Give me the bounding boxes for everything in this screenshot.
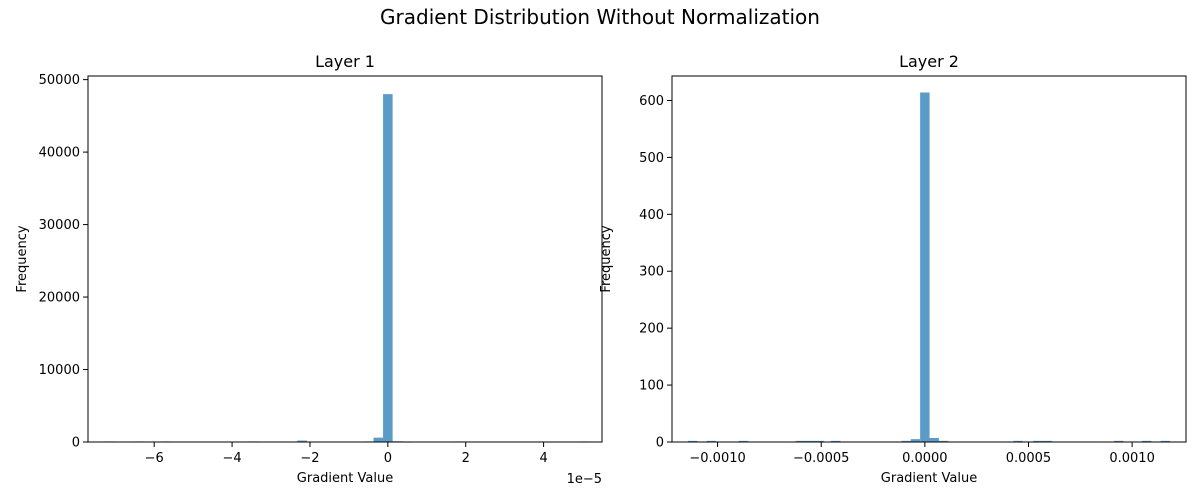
histogram-bar — [805, 440, 815, 442]
y-tick-label: 30000 — [39, 218, 80, 233]
panel-title: Layer 1 — [315, 52, 375, 71]
y-tick-label: 0 — [72, 436, 80, 451]
y-tick-label: 600 — [639, 94, 664, 109]
histogram-bar — [1042, 440, 1052, 442]
x-tick-label: 0.0000 — [902, 451, 948, 466]
histogram-bar — [920, 92, 930, 443]
x-tick-label: −6 — [145, 451, 164, 466]
y-tick-label: 200 — [639, 322, 664, 337]
panel-title: Layer 2 — [899, 52, 959, 71]
axes-frame — [87, 75, 603, 443]
histogram-bar — [901, 440, 911, 442]
y-axis-label: Frequency — [599, 225, 614, 292]
chart-panel-2: −0.0010 −0.0005 0.0000 0.0005 0.0010 0 100 200 3… — [599, 52, 1187, 486]
x-tick-label: −4 — [222, 451, 241, 466]
histogram-bar — [929, 438, 939, 442]
x-tick-label: −2 — [300, 451, 319, 466]
histogram-bar — [373, 437, 384, 442]
y-tick-label: 20000 — [39, 291, 80, 306]
x-axis-label: Gradient Value — [881, 471, 977, 486]
x-axis-label: Gradient Value — [297, 471, 393, 486]
x-tick-label: 0.0005 — [1006, 451, 1052, 466]
histogram-bar — [1141, 440, 1152, 442]
x-tick-label: −0.0005 — [793, 451, 849, 466]
y-tick-label: 50000 — [39, 73, 80, 88]
histogram-bar — [910, 439, 921, 442]
y-tick-label: 10000 — [39, 363, 80, 378]
y-tick-label: 400 — [639, 208, 664, 223]
x-offset-label: 1e−5 — [567, 472, 602, 487]
histogram-bar — [1033, 440, 1043, 442]
histogram-bar — [706, 440, 717, 442]
histogram-bar — [1113, 440, 1124, 442]
histogram-bar — [1160, 440, 1170, 442]
x-tick-label: 4 — [539, 451, 547, 466]
y-tick-label: 40000 — [39, 146, 80, 161]
y-axis-label: Frequency — [15, 225, 30, 292]
x-tick-label: 0.0010 — [1109, 451, 1155, 466]
histogram-bar — [831, 440, 841, 442]
histogram-bar — [738, 440, 749, 442]
y-tick-label: 300 — [639, 265, 664, 280]
y-tick-label: 500 — [639, 151, 664, 166]
histogram-bar — [383, 94, 393, 443]
histogram-bar — [297, 440, 307, 442]
chart-panel-1: −6 −4 −2 0 2 4 0 10000 20000 30000 40000 50000 Layer… — [15, 52, 603, 487]
y-tick-label: 100 — [639, 379, 664, 394]
x-tick-label: 2 — [462, 451, 470, 466]
histogram-bar — [814, 440, 824, 442]
x-tick-label: −0.0010 — [689, 451, 745, 466]
y-tick-label: 0 — [656, 436, 664, 451]
histogram-bar — [688, 440, 698, 442]
figure-title: Gradient Distribution Without Normalizat… — [380, 5, 820, 29]
x-tick-label: 0 — [384, 451, 392, 466]
axes-frame — [671, 75, 1187, 443]
histogram-bar — [795, 440, 806, 442]
histogram-bar — [938, 440, 949, 442]
histogram-bar — [1013, 440, 1023, 442]
